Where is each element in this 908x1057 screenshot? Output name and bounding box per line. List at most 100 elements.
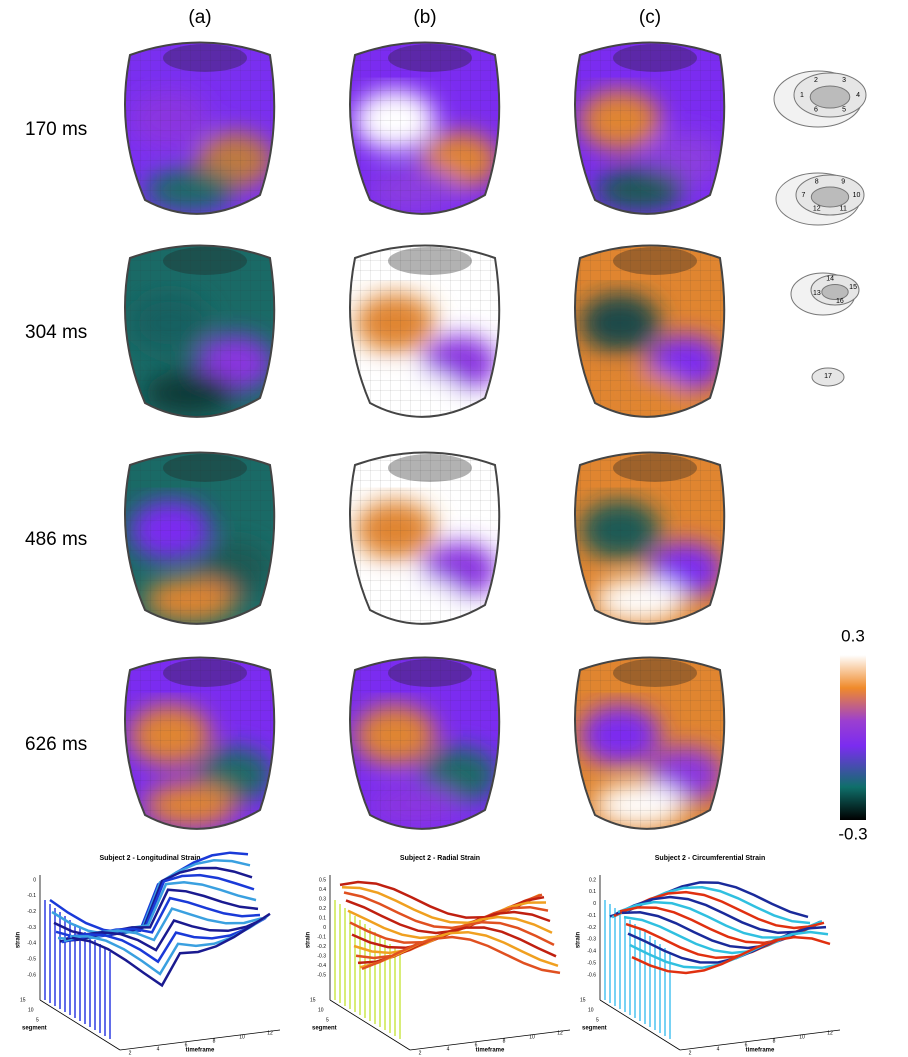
y-tick-label: 0 [593,901,596,907]
y-tick-label: -0.2 [587,925,596,931]
x-tick-label: 2 [689,1050,692,1056]
y-tick-label: 0 [323,925,326,931]
segment-number: 6 [814,107,818,114]
y-tick-label: 0.1 [589,889,596,895]
segment-number: 2 [814,77,818,84]
x-axis-label: timeframe [186,1048,215,1054]
heart [560,435,740,645]
heart-opening [388,44,472,72]
segment-number: 17 [824,373,832,380]
y-axis-label: strain [576,931,582,948]
y-tick-label: -0.5 [587,960,596,966]
column-label: (a) [188,7,211,28]
x-tick-label: 2 [129,1050,132,1056]
heart-opening [388,454,472,482]
row-label: 486 ms [25,529,87,550]
x-tick-label: 10 [529,1034,535,1040]
y-tick-label: -0.4 [587,949,596,955]
heart-opening [613,659,697,687]
column-label: (c) [639,7,661,28]
y-tick-label: 0.5 [319,877,326,883]
heart [110,228,290,438]
x-tick-label: 4 [157,1046,160,1052]
segment-number: 12 [813,205,821,212]
heart-opening [388,659,472,687]
heart [110,25,290,235]
depth-tick-label: 5 [326,1017,329,1023]
x-tick-label: 8 [213,1038,216,1044]
heart [560,228,740,438]
plot-title: Subject 2 - Radial Strain [400,855,480,862]
y-tick-label: -0.2 [317,944,326,950]
segment-number: 15 [849,284,857,291]
depth-tick-label: 5 [596,1017,599,1023]
heart [110,435,290,645]
heart-opening [613,247,697,275]
segment-number: 9 [841,178,845,185]
heart [560,25,740,235]
y-axis-label: strain [306,931,312,948]
y-tick-label: 0.3 [319,896,326,902]
x-tick-label: 10 [799,1034,805,1040]
depth-tick-label: 15 [20,997,26,1003]
segment-number: 13 [813,290,821,297]
segment-number: 16 [836,298,844,305]
heart-opening [163,454,247,482]
row-label: 304 ms [25,322,87,343]
segment-number: 1 [800,92,804,99]
depth-tick-label: 10 [28,1007,34,1013]
y-tick-label: -0.3 [587,937,596,943]
depth-axis-label: segment [312,1026,337,1032]
column-label: (b) [413,7,436,28]
y-tick-label: -0.5 [27,956,36,962]
depth-tick-label: 15 [310,997,316,1003]
y-tick-label: 0.1 [319,915,326,921]
row-label: 170 ms [25,119,87,140]
depth-axis-label: segment [582,1026,607,1032]
colorbar [840,655,866,820]
depth-axis-label: segment [22,1026,47,1032]
x-tick-label: 8 [773,1038,776,1044]
segment-number: 3 [842,77,846,84]
y-axis-label: strain [16,931,22,948]
curve [622,912,820,948]
heart [335,640,515,850]
segment-number: 5 [842,107,846,114]
x-tick-label: 8 [503,1038,506,1044]
x-axis-label: timeframe [746,1048,775,1054]
colorbar-min: -0.3 [838,824,867,843]
heart-opening [163,247,247,275]
heart-opening [613,44,697,72]
segment-number: 8 [815,178,819,185]
plot-title: Subject 2 - Circumferential Strain [655,855,765,862]
heart-opening [163,44,247,72]
depth-tick-label: 10 [318,1007,324,1013]
heart [335,228,515,438]
ring-inner [810,86,850,108]
y-tick-label: -0.4 [27,941,36,947]
y-tick-label: -0.1 [587,913,596,919]
y-tick-label: 0 [33,877,36,883]
depth-tick-label: 10 [588,1007,594,1013]
y-tick-label: -0.2 [27,909,36,915]
depth-tick-label: 5 [36,1017,39,1023]
heart-opening [388,247,472,275]
y-tick-label: -0.5 [317,972,326,978]
y-tick-label: -0.3 [27,925,36,931]
figure: 0.3 -0.3 1234567891011121314151617 Subje… [0,0,908,1057]
y-tick-label: -0.4 [317,963,326,969]
curve [614,892,812,928]
y-tick-label: -0.1 [27,893,36,899]
plot-title: Subject 2 - Longitudinal Strain [99,855,200,862]
y-tick-label: -0.1 [317,934,326,940]
x-tick-label: 10 [239,1034,245,1040]
heart [560,640,740,850]
ring-inner [811,187,848,207]
y-tick-label: 0.2 [589,877,596,883]
y-tick-label: 0.4 [319,887,326,893]
segment-number: 7 [802,192,806,199]
y-tick-label: -0.6 [587,972,596,978]
segment-number: 14 [826,276,834,283]
heart-opening [613,454,697,482]
colorbar-max: 0.3 [841,626,865,645]
